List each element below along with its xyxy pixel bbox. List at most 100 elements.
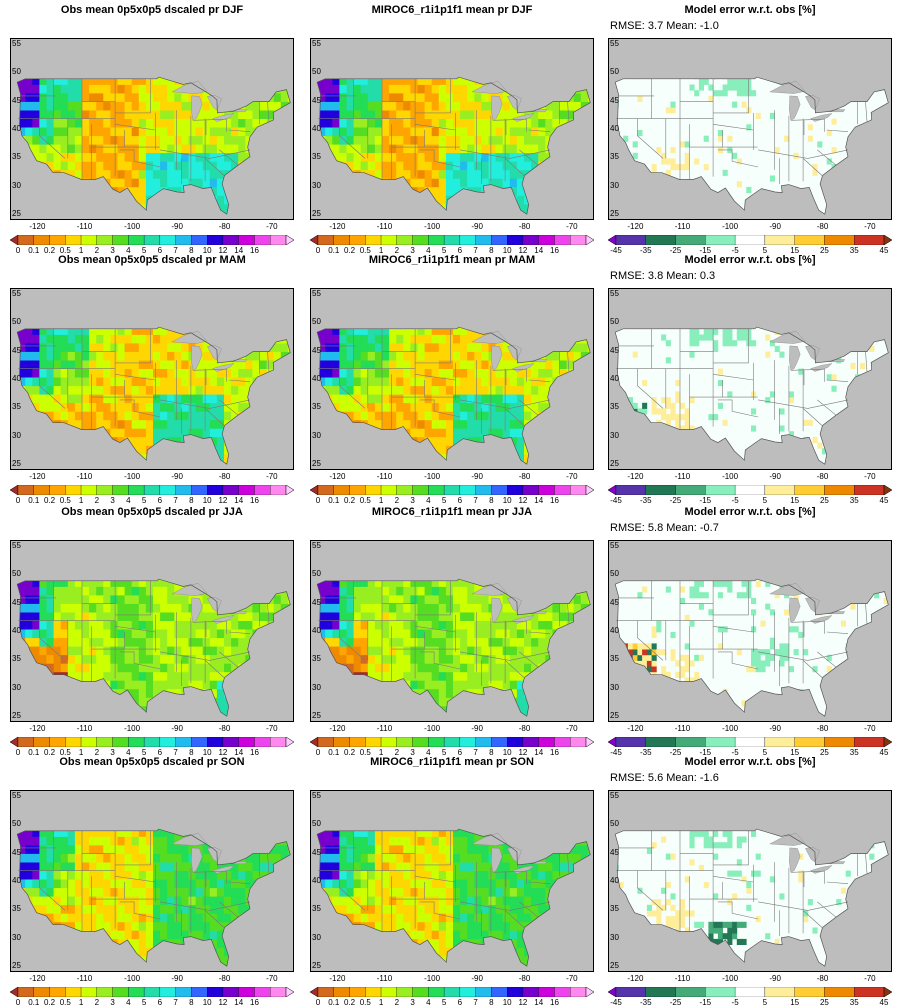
colorbar-tick-label: 1 xyxy=(378,998,384,1007)
colorbar-swatch xyxy=(734,485,766,495)
longitude-tick-label: -120 xyxy=(29,974,46,983)
colorbar-swatch xyxy=(538,987,555,997)
colorbar-swatch xyxy=(570,485,587,495)
colorbar-swatch xyxy=(459,235,476,245)
colorbar-tick-label: -45 xyxy=(610,998,622,1007)
colorbar-tick-label: 14 xyxy=(534,748,544,757)
great-lake-3 xyxy=(507,95,522,111)
latitude-tick-label: 35 xyxy=(12,654,21,664)
colorbar-tick-label: 4 xyxy=(426,496,431,505)
state-borders xyxy=(318,580,570,686)
colorbar-tick-label: 5 xyxy=(762,998,768,1007)
latitude-tick-label: 45 xyxy=(12,345,21,355)
colorbar-swatch xyxy=(794,737,825,747)
latitude-tick-label: 30 xyxy=(12,932,21,942)
great-lake-1 xyxy=(171,582,208,596)
colorbar-tick-label: 1 xyxy=(378,496,384,505)
panel-title: MIROC6_r1i1p1f1 mean pr JJA xyxy=(371,506,533,518)
longitude-tick-label: -120 xyxy=(29,222,46,231)
panel-title: Model error w.r.t. obs [%] xyxy=(684,756,816,768)
colorbar-tick-label: 6 xyxy=(157,246,163,255)
latitude-tick-label: 25 xyxy=(312,459,321,469)
colorbar-tick-label: 7 xyxy=(173,246,178,255)
rmse-mean-stats: RMSE: 3.8 Mean: 0.3 xyxy=(610,270,716,282)
precip-colorbar xyxy=(10,485,294,495)
colorbar-tick-label: 35 xyxy=(849,496,859,505)
latitude-tick-label: 25 xyxy=(610,961,619,971)
colorbar-tick-label: 0.5 xyxy=(59,998,71,1007)
latitude-tick-label: 35 xyxy=(12,402,21,412)
latitude-tick-label: 40 xyxy=(312,626,321,635)
colorbar-tick-label: 0.2 xyxy=(43,496,56,505)
colorbar-tick-label: 0 xyxy=(315,998,321,1007)
colorbar-swatch xyxy=(349,235,366,245)
colorbar-tick-label: 12 xyxy=(218,246,228,255)
latitude-tick-label: 45 xyxy=(12,597,21,607)
colorbar-tick-label: -45 xyxy=(610,748,622,757)
colorbar-swatch xyxy=(615,235,646,245)
colorbar-high-arrow xyxy=(883,737,892,747)
colorbar-swatch xyxy=(254,485,271,495)
colorbar-tick-label: 3 xyxy=(110,998,115,1007)
longitude-tick-label: -110 xyxy=(76,974,93,983)
error-map-panel xyxy=(608,288,892,470)
precip-map-panel xyxy=(310,288,594,470)
longitude-tick-label: -90 xyxy=(769,222,781,231)
colorbar-swatch xyxy=(159,737,176,747)
colorbar-tick-label: -15 xyxy=(699,496,712,505)
colorbar-tick-label: 25 xyxy=(819,748,829,757)
longitude-tick-label: -90 xyxy=(471,222,483,231)
colorbar-swatch xyxy=(80,235,97,245)
great-lake-3 xyxy=(507,597,522,613)
colorbar-swatch xyxy=(254,987,271,997)
latitude-tick-label: 50 xyxy=(12,569,21,579)
colorbar-tick-label: 16 xyxy=(550,998,559,1007)
map-canvas xyxy=(614,578,889,717)
colorbar-swatch xyxy=(522,235,539,245)
colorbar-tick-label: 8 xyxy=(489,748,494,757)
colorbar-tick-label: 7 xyxy=(173,998,178,1007)
colorbar-tick-label: 6 xyxy=(157,496,163,505)
colorbar-tick-label: 45 xyxy=(879,998,889,1007)
longitude-tick-label: -80 xyxy=(218,222,231,231)
colorbar-tick-label: 45 xyxy=(879,246,889,255)
colorbar-swatch xyxy=(317,987,334,997)
map-canvas xyxy=(316,76,591,215)
colorbar-tick-label: 6 xyxy=(457,998,463,1007)
colorbar-swatch xyxy=(96,987,113,997)
precip-colorbar xyxy=(310,737,594,747)
colorbar-tick-label: 6 xyxy=(157,748,163,757)
colorbar-tick-label: 0.1 xyxy=(28,496,40,505)
latitude-tick-label: 35 xyxy=(312,402,321,412)
longitude-tick-label: -70 xyxy=(566,222,578,231)
latitude-tick-label: 30 xyxy=(610,682,619,692)
colorbar-tick-label: 14 xyxy=(234,496,244,505)
colorbar-swatch xyxy=(191,235,208,245)
great-lake-3 xyxy=(207,95,222,111)
map-canvas xyxy=(614,76,889,215)
latitude-tick-label: 40 xyxy=(610,876,619,885)
longitude-tick-label: -110 xyxy=(76,472,93,481)
latitude-tick-label: 50 xyxy=(312,569,321,579)
colorbar-tick-label: 15 xyxy=(790,496,800,505)
longitude-tick-label: -110 xyxy=(76,724,93,733)
latitude-tick-label: 50 xyxy=(610,67,619,77)
latitude-tick-label: 55 xyxy=(610,288,619,298)
map-canvas xyxy=(16,828,291,967)
great-lake-1 xyxy=(471,582,508,596)
colorbar-tick-label: 7 xyxy=(473,496,478,505)
colorbar-swatch xyxy=(380,235,397,245)
colorbar-swatch xyxy=(49,485,66,495)
colorbar-swatch xyxy=(380,485,397,495)
precip-map-panel xyxy=(310,540,594,722)
great-lake-3 xyxy=(207,847,222,863)
latitude-tick-label: 45 xyxy=(312,847,321,857)
colorbar-swatch xyxy=(349,987,366,997)
colorbar-swatch xyxy=(143,235,161,245)
colorbar-swatch xyxy=(317,485,334,495)
country-outline xyxy=(16,828,291,967)
latitude-tick-label: 35 xyxy=(12,152,21,162)
colorbar-tick-label: 14 xyxy=(234,748,244,757)
colorbar-swatch xyxy=(365,485,382,495)
colorbar-swatch xyxy=(615,737,646,747)
